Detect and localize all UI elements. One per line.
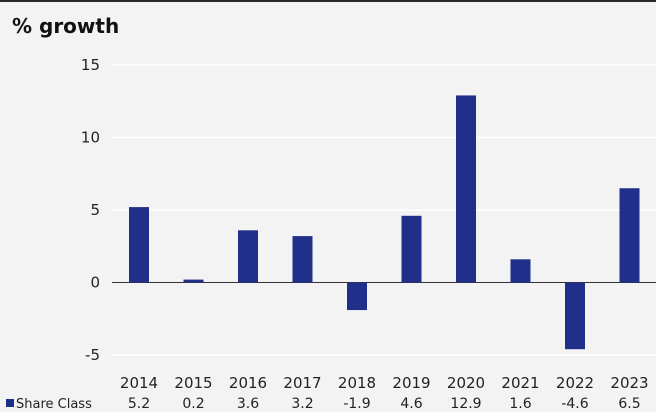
x-category-label: 2016 bbox=[229, 374, 267, 392]
y-tick-label: 10 bbox=[81, 129, 100, 147]
legend-value: 12.9 bbox=[450, 396, 481, 412]
legend-value: 6.5 bbox=[618, 396, 640, 412]
legend-value: 3.6 bbox=[237, 396, 259, 412]
bar-2022 bbox=[565, 282, 585, 350]
y-tick-label: 0 bbox=[90, 274, 100, 292]
legend-value: 4.6 bbox=[400, 396, 422, 412]
x-category-label: 2015 bbox=[174, 374, 212, 392]
bar-2017 bbox=[292, 236, 313, 283]
x-category-label: 2020 bbox=[447, 374, 485, 392]
y-axis-ticks: 15 10 5 0 -5 bbox=[81, 56, 100, 364]
legend-swatch bbox=[6, 399, 14, 407]
legend-value: 1.6 bbox=[509, 396, 531, 412]
y-tick-label: 15 bbox=[81, 56, 100, 74]
bars bbox=[129, 95, 640, 350]
bar-2020 bbox=[456, 95, 476, 283]
x-axis-categories: 2014 2015 2016 2017 2018 2019 2020 2021 2022 2023 bbox=[120, 374, 649, 392]
gridlines bbox=[112, 64, 656, 356]
bar-2023 bbox=[619, 188, 640, 283]
bar-2021 bbox=[510, 259, 531, 283]
x-category-label: 2021 bbox=[501, 374, 539, 392]
x-category-label: 2023 bbox=[610, 374, 648, 392]
x-category-label: 2017 bbox=[283, 374, 321, 392]
y-tick-label: -5 bbox=[85, 346, 100, 364]
x-category-label: 2019 bbox=[392, 374, 430, 392]
legend-value: 5.2 bbox=[128, 396, 150, 412]
legend-value: 0.2 bbox=[182, 396, 204, 412]
legend-value: 3.2 bbox=[291, 396, 313, 412]
y-tick-label: 5 bbox=[90, 201, 100, 219]
chart-title: % growth bbox=[12, 14, 120, 38]
legend-row: 5.2 0.2 3.6 3.2 -1.9 4.6 12.9 1.6 -4.6 6.5 Share C… bbox=[6, 396, 641, 412]
bar-2018 bbox=[347, 282, 367, 311]
legend-series-name: Share Class bbox=[16, 397, 92, 412]
top-rule bbox=[0, 0, 656, 2]
x-category-label: 2014 bbox=[120, 374, 158, 392]
bar-2015 bbox=[183, 279, 204, 283]
legend-value: -4.6 bbox=[561, 396, 588, 412]
x-category-label: 2022 bbox=[556, 374, 594, 392]
x-category-label: 2018 bbox=[338, 374, 376, 392]
bar-2014 bbox=[129, 207, 149, 283]
bar-2016 bbox=[238, 230, 258, 283]
bar-2019 bbox=[401, 215, 422, 283]
legend-value: -1.9 bbox=[343, 396, 370, 412]
